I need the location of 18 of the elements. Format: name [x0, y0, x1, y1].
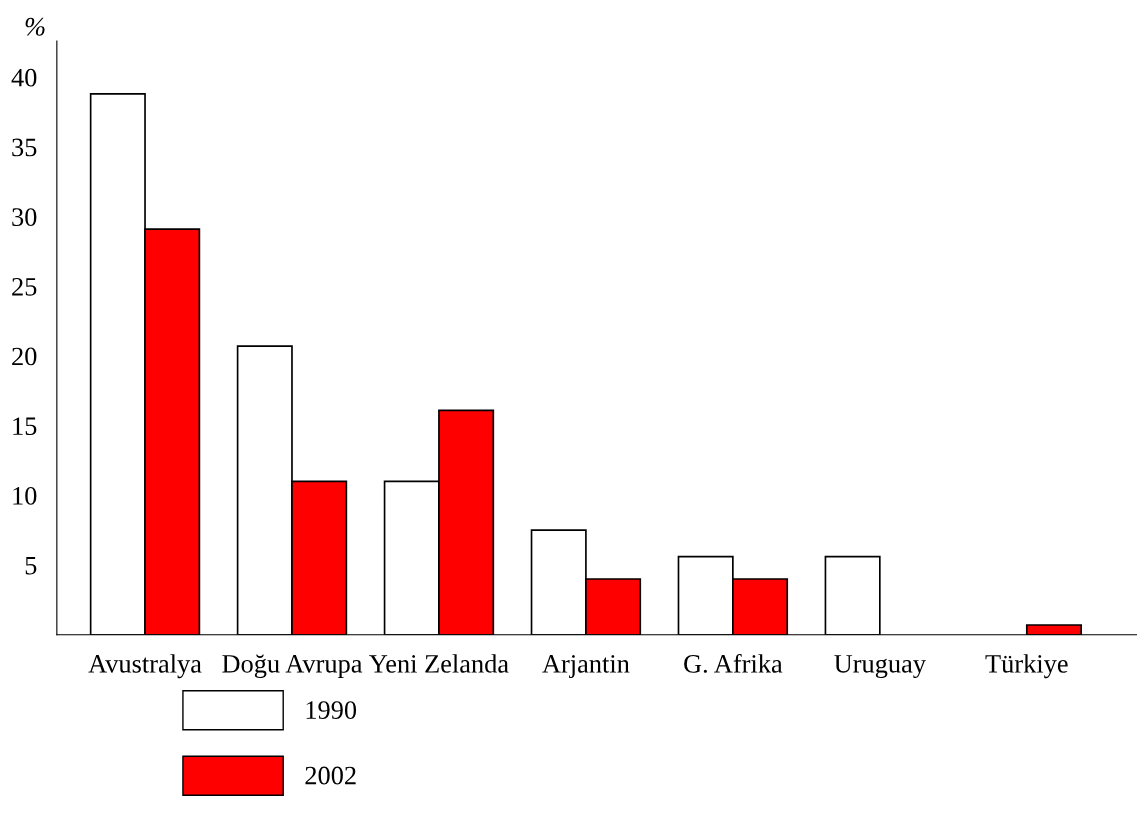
- y-tick-label: 20: [12, 347, 37, 366]
- x-tick-label: Avustralya: [88, 654, 202, 679]
- y-tick-label: 10: [13, 486, 37, 505]
- x-tick-label: Doğu Avrupa: [222, 654, 363, 679]
- x-tick-label: Arjantin: [542, 655, 630, 679]
- x-tick-label: G. Afrika: [684, 653, 783, 673]
- y-tick-label: 15: [13, 417, 37, 436]
- y-tick-label: 30: [12, 208, 37, 226]
- y-tick-label: 5: [25, 556, 37, 575]
- y-tick-label: 40: [11, 68, 37, 87]
- y-axis-title: %: [25, 17, 45, 36]
- x-tick-label: Türkiye: [985, 654, 1068, 679]
- y-tick-label: 25: [12, 277, 37, 296]
- legend-label: 1990: [306, 701, 357, 719]
- y-tick-label: 35: [12, 138, 37, 157]
- x-tick-label: Yeni Zelanda: [369, 654, 509, 673]
- legend-label: 2002: [305, 766, 356, 785]
- x-tick-label: Uruguay: [834, 655, 926, 679]
